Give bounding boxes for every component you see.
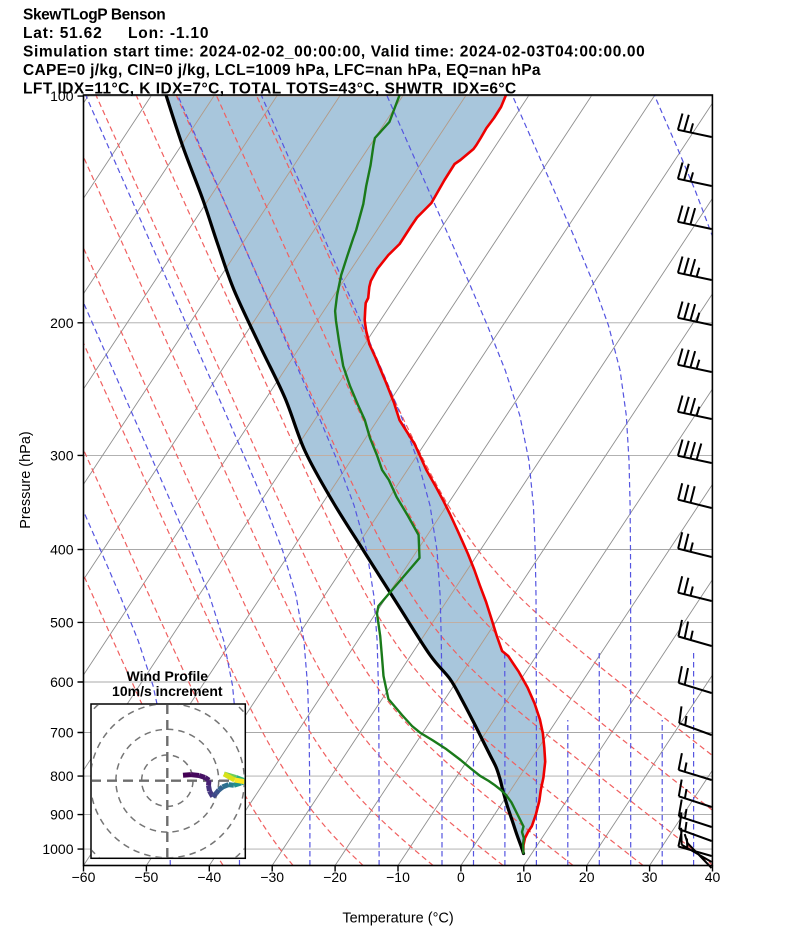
svg-text:700: 700	[50, 725, 74, 741]
svg-text:500: 500	[50, 614, 74, 630]
svg-text:900: 900	[50, 807, 74, 823]
svg-text:−60: −60	[72, 869, 96, 885]
svg-text:300: 300	[50, 447, 74, 463]
svg-text:Pressure (hPa): Pressure (hPa)	[18, 431, 34, 529]
svg-text:Simulation start time: 2024-02: Simulation start time: 2024-02-02_00:00:…	[23, 44, 645, 61]
svg-text:200: 200	[50, 315, 74, 331]
svg-text:400: 400	[50, 542, 74, 558]
svg-text:−10: −10	[386, 869, 410, 885]
svg-text:10: 10	[516, 869, 532, 885]
svg-text:−40: −40	[197, 869, 221, 885]
svg-text:40: 40	[705, 869, 721, 885]
svg-text:20: 20	[579, 869, 595, 885]
svg-text:600: 600	[50, 674, 74, 690]
svg-text:−20: −20	[323, 869, 347, 885]
svg-text:Wind Profile: Wind Profile	[127, 668, 209, 684]
svg-text:30: 30	[642, 869, 658, 885]
svg-text:−50: −50	[135, 869, 159, 885]
svg-text:100: 100	[50, 88, 74, 104]
svg-text:Lat: 51.62 Lon: -1.10: Lat: 51.62 Lon: -1.10	[23, 25, 209, 42]
svg-text:−30: −30	[260, 869, 284, 885]
svg-text:800: 800	[50, 768, 74, 784]
svg-text:1000: 1000	[42, 841, 73, 857]
svg-text:SkewTLogP Benson: SkewTLogP Benson	[23, 7, 165, 24]
svg-text:0: 0	[457, 869, 465, 885]
svg-text:CAPE=0 j/kg, CIN=0 j/kg, LCL=1: CAPE=0 j/kg, CIN=0 j/kg, LCL=1009 hPa, L…	[23, 62, 541, 79]
svg-text:10m/s increment: 10m/s increment	[112, 683, 223, 699]
svg-text:LFT IDX=11°C, K IDX=7°C, TOTAL: LFT IDX=11°C, K IDX=7°C, TOTAL TOTS=43°C…	[23, 81, 517, 98]
svg-text:Temperature (°C): Temperature (°C)	[342, 911, 453, 927]
